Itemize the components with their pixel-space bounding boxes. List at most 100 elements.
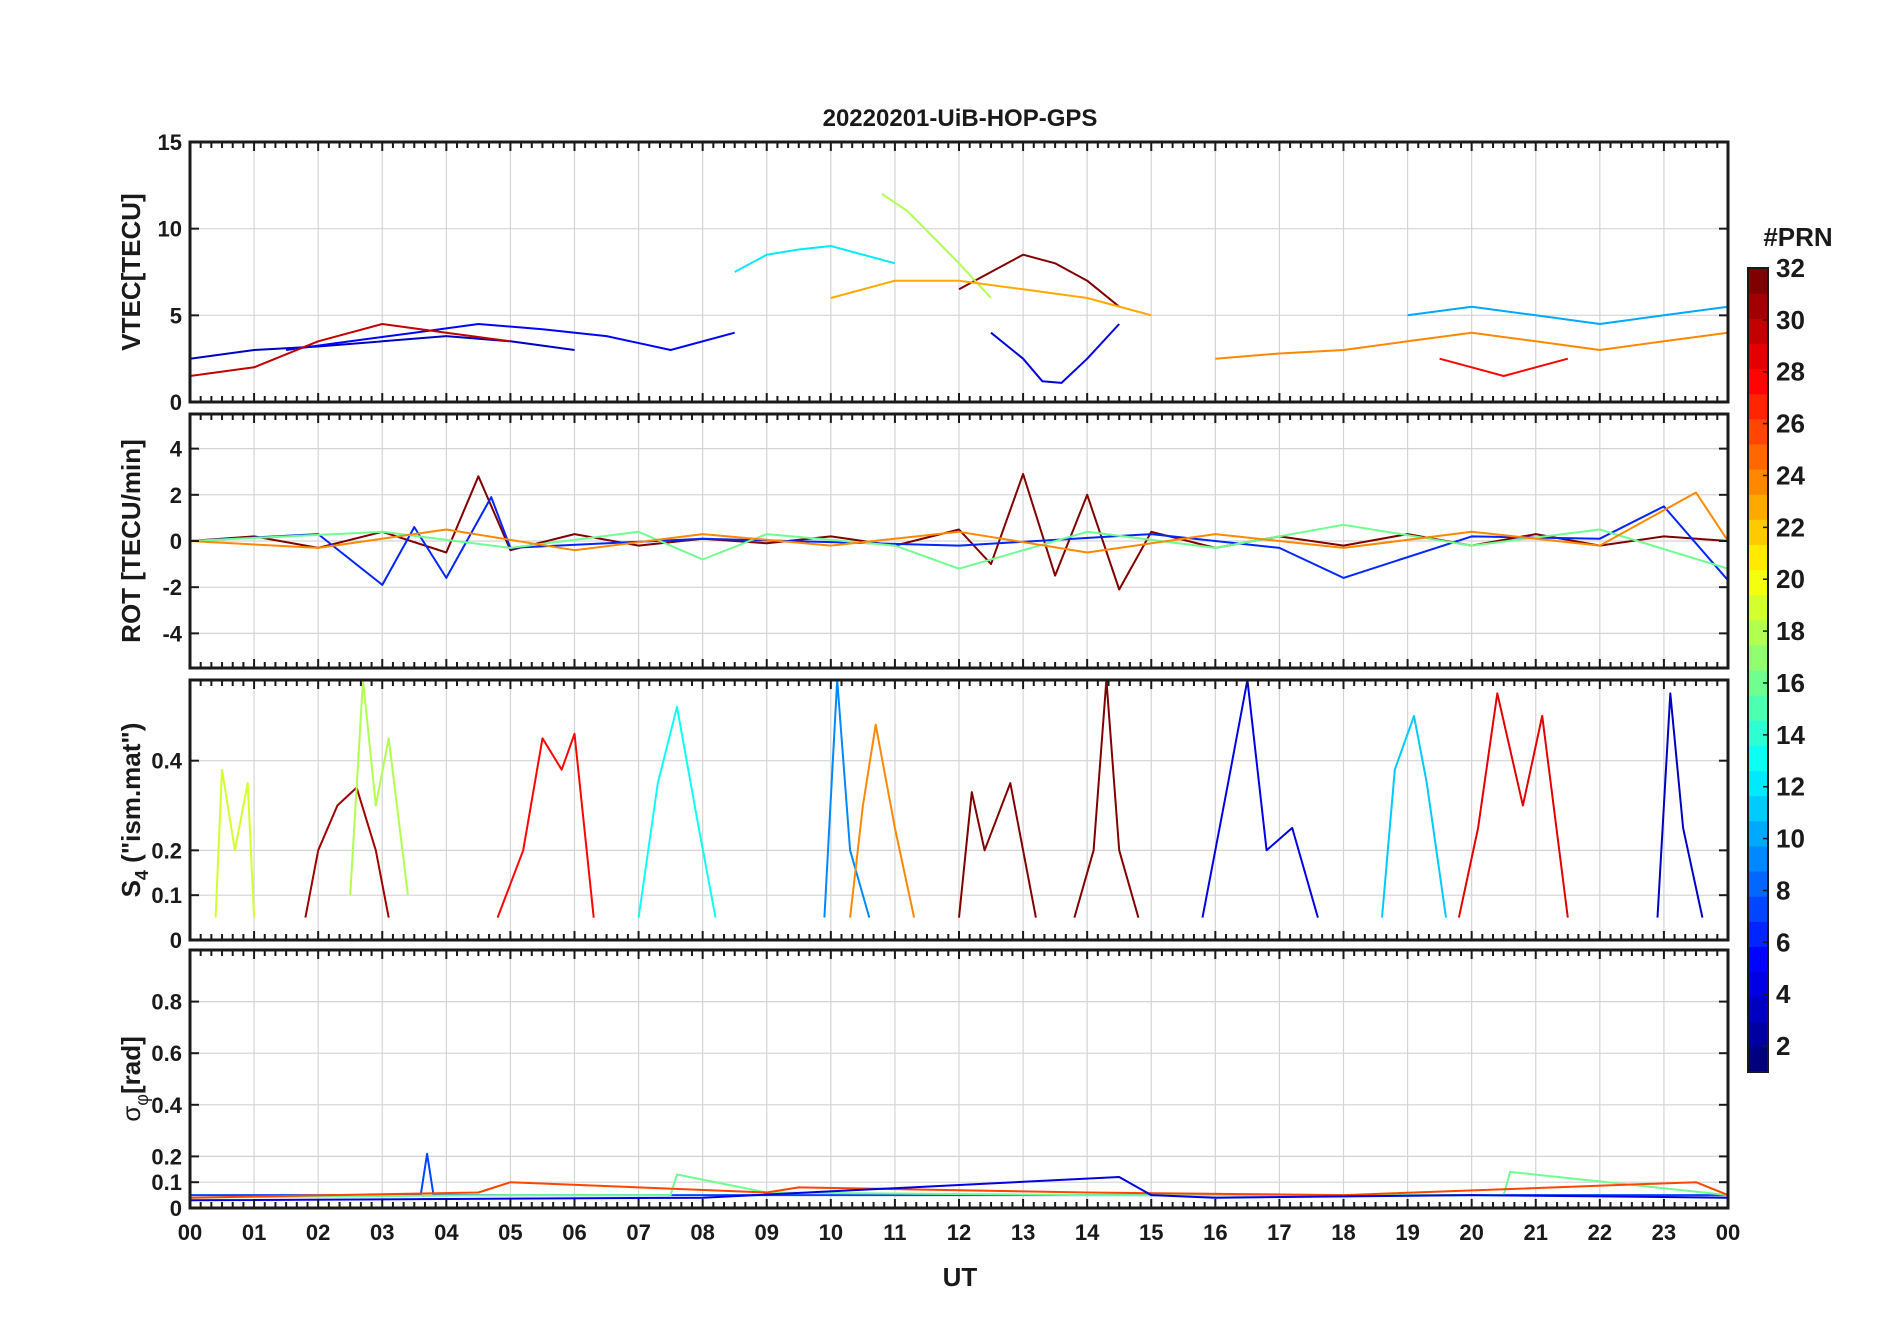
colorbar-tick-label: 20 (1776, 564, 1805, 594)
x-tick-label: 10 (819, 1220, 843, 1245)
y-tick-label: 4 (170, 437, 183, 462)
colorbar-segment (1748, 494, 1768, 520)
colorbar-segment (1748, 820, 1768, 847)
series-line-prn-32 (1073, 680, 1140, 918)
panel-rot: -4 -2 0 2 4 ROT [TECU/min] (116, 412, 1730, 670)
panel-sigma-series (190, 1152, 1728, 1202)
chart-title: 20220201-UiB-HOP-GPS (823, 105, 1098, 132)
x-tick-label: 18 (1331, 1220, 1355, 1245)
y-axis-label-s4: S4 ("ism.mat") (116, 723, 152, 898)
x-tick-label: 14 (1075, 1220, 1100, 1245)
colorbar-segment (1748, 1021, 1768, 1048)
series-line-prn-24 (1215, 331, 1728, 360)
y-axis-label-sigma: σφ[rad] (116, 1036, 152, 1122)
series-line-prn-26 (190, 1181, 1728, 1199)
colorbar-segment (1748, 946, 1768, 973)
series-line-prn-4 (1201, 680, 1319, 918)
colorbar-frame (1747, 267, 1769, 1073)
series-line-prn-28 (1439, 357, 1569, 377)
colorbar-segment (1748, 770, 1768, 797)
series-line-prn-19 (214, 768, 256, 918)
series-line-prn-3 (1656, 692, 1704, 918)
x-tick-label: 09 (755, 1220, 779, 1245)
series-line-prn-13 (637, 705, 717, 918)
colorbar-tick-label: 24 (1776, 460, 1805, 490)
y-axis-label-rest: ("ism.mat") (116, 723, 146, 870)
colorbar-segment (1748, 519, 1768, 545)
x-tick-label: 12 (947, 1220, 971, 1245)
colorbar-tick-label: 8 (1776, 875, 1790, 905)
colorbar-segment (1748, 896, 1768, 922)
y-tick-label: -2 (162, 575, 182, 600)
x-tick-label: 23 (1652, 1220, 1676, 1245)
y-tick-label: -4 (162, 621, 182, 646)
series-line-prn-16 (190, 523, 1728, 570)
panel-vtec-frame (188, 140, 1730, 404)
colorbar-segment (1748, 418, 1768, 445)
y-tick-label: 5 (170, 303, 182, 328)
series-line-prn-10 (1407, 305, 1728, 325)
series-line-prn-9 (823, 680, 871, 918)
series-line-prn-24 (849, 723, 916, 918)
series-line-prn-30 (190, 323, 511, 377)
series-line-prn-31 (304, 786, 390, 918)
x-tick-label: 01 (242, 1220, 266, 1245)
panel-sigma: 00.10.2 0.4 0.6 0.8 σφ[rad] 00 01 02 03 04 05 06 07 0… (116, 948, 1740, 1245)
colorbar-tick-label: 2 (1776, 1031, 1790, 1061)
panel-rot-frame (188, 412, 1730, 670)
y-tick-label: 0.4 (151, 749, 182, 774)
colorbar-segment (1748, 393, 1768, 420)
y-tick-label: 0 (170, 390, 182, 415)
colorbar-tick-label: 32 (1776, 253, 1805, 283)
colorbar-label: #PRN (1763, 222, 1832, 252)
colorbar-segment (1748, 594, 1768, 621)
x-tick-label: 13 (1011, 1220, 1035, 1245)
colorbar-segment (1748, 971, 1768, 998)
y-axis-label-rot: ROT [TECU/min] (116, 439, 146, 643)
colorbar-segment (1748, 1046, 1768, 1073)
x-tick-label: 17 (1267, 1220, 1291, 1245)
series-line-prn-23 (830, 279, 1152, 317)
x-tick-label: 00 (178, 1220, 202, 1245)
series-line-prn-4 (190, 1176, 1728, 1202)
series-line-prn-29 (1457, 692, 1569, 918)
x-tick-label: 16 (1203, 1220, 1227, 1245)
colorbar-segment (1748, 871, 1768, 897)
x-tick-label: 04 (434, 1220, 459, 1245)
colorbar-segment (1748, 996, 1768, 1023)
y-tick-label: 0.2 (151, 838, 182, 863)
y-axis-label-rest: [rad] (116, 1036, 146, 1094)
panel-vtec-series (190, 193, 1728, 384)
x-tick-label: 00 (1716, 1220, 1740, 1245)
x-tick-label: 20 (1459, 1220, 1483, 1245)
x-tick-label: 22 (1588, 1220, 1612, 1245)
panel-s4: 00.10.20.4S4 ("ism.mat") (116, 678, 1730, 953)
y-tick-label: 0.1 (151, 883, 182, 908)
panel-vtec: 0 5 10 15 VTEC[TECU] (116, 130, 1730, 415)
series-line-prn-28 (496, 732, 595, 918)
y-tick-label: 0.6 (151, 1041, 182, 1066)
y-tick-label: 2 (170, 483, 182, 508)
panel-s4-series (214, 680, 1704, 918)
y-tick-label: 0 (170, 529, 182, 554)
y-axis-label-vtec: VTEC[TECU] (116, 193, 146, 350)
x-tick-label: 07 (626, 1220, 650, 1245)
colorbar-tick-label: 18 (1776, 616, 1805, 646)
series-line-prn-32 (958, 253, 1120, 308)
colorbar-segment (1748, 795, 1768, 822)
colorbar-tick-label: 4 (1776, 979, 1791, 1009)
series-line-prn-12 (734, 245, 896, 273)
colorbar-tick-label: 28 (1776, 357, 1805, 387)
colorbar-segment (1748, 745, 1768, 772)
x-tick-label: 21 (1524, 1220, 1548, 1245)
colorbar-segment (1748, 720, 1768, 746)
x-tick-label: 19 (1395, 1220, 1419, 1245)
y-axis-label-main: S (116, 880, 146, 897)
panel-rot-series (190, 473, 1728, 591)
series-line-prn-18 (349, 680, 409, 896)
x-tick-label: 03 (370, 1220, 394, 1245)
y-tick-label: 0.1 (151, 1170, 182, 1195)
